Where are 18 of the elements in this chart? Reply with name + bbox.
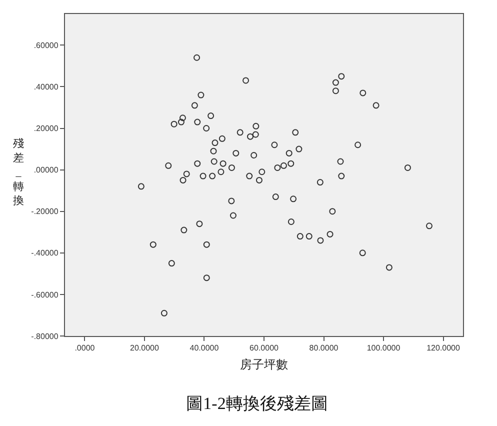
y-tick-label: -.80000: [31, 332, 59, 341]
y-tick-label: -.60000: [31, 290, 59, 300]
x-axis-title: 房子坪數: [240, 358, 288, 372]
y-tick-label: .60000: [34, 40, 59, 50]
y-tick-label: -.20000: [31, 207, 59, 216]
x-tick-label: .0000: [74, 344, 96, 353]
x-tick-label: 60.0000: [250, 344, 280, 353]
y-tick-label: .00000: [34, 166, 59, 175]
x-tick-label: 20.0000: [130, 344, 160, 353]
y-tick-label: .40000: [34, 82, 59, 92]
y-tick-label: -.40000: [31, 248, 59, 258]
x-tick-label: 100.0000: [366, 344, 401, 353]
text: 圖1-2轉換後殘差圖: [186, 394, 328, 413]
y-axis-title: 殘差_轉換: [13, 138, 24, 208]
x-tick-label: 80.0000: [309, 344, 339, 353]
y-tick-label: .20000: [34, 124, 59, 134]
x-tick-label: 120.0000: [426, 344, 461, 353]
x-tick-label: 40.0000: [190, 344, 220, 353]
